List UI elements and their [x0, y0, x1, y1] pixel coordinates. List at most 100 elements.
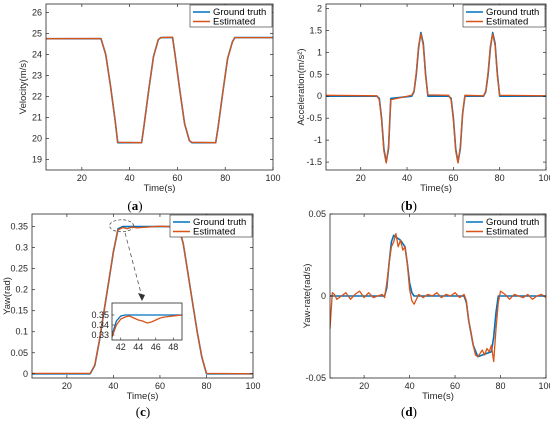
panel-caption: (c): [136, 404, 150, 419]
y-tick-label: 25: [32, 28, 42, 38]
legend-label: Ground truth: [193, 217, 246, 228]
x-tick-label: 100: [538, 381, 550, 391]
inset-area: [112, 303, 182, 340]
chart-panel-b: 20 40 60 80 100 -1.5 -1 -0.5 0 0.5 1 1.5 2 Time(s) Acc…: [296, 3, 550, 213]
y-tick-label: 26: [32, 7, 42, 17]
y-tick-label: 0.15: [10, 306, 28, 316]
caption-close-paren: ): [413, 404, 417, 419]
panel-caption: (a): [127, 198, 142, 213]
y-tick-label: 0.25: [10, 264, 28, 274]
caption-open-paren: (: [401, 198, 405, 213]
legend-box: [189, 4, 273, 28]
series-line-estimated: [326, 33, 546, 164]
y-tick-label: 0.05: [10, 348, 28, 358]
x-axis-label: Time(s): [422, 391, 454, 402]
plot-area: [326, 4, 546, 170]
caption-letter: c: [140, 404, 146, 419]
inset-series-line-ground-truth: [112, 314, 182, 336]
y-axis-label: Velocity(m/s): [18, 60, 29, 114]
x-tick-label: 40: [108, 381, 118, 391]
y-tick-label: 19: [32, 154, 42, 164]
caption-letter: a: [132, 198, 139, 213]
series-line-estimated: [330, 233, 546, 363]
x-tick-label: 20: [359, 381, 369, 391]
series-line-estimated: [32, 225, 253, 375]
caption-letter: d: [405, 404, 413, 419]
legend-label: Estimated: [193, 227, 235, 238]
y-tick-label: 0: [23, 369, 28, 379]
legend-label: Estimated: [213, 17, 255, 28]
inset-x-tick-label: 42: [116, 342, 126, 352]
legend-label: Estimated: [486, 17, 528, 28]
x-tick-label: 100: [245, 381, 260, 391]
x-tick-label: 20: [62, 381, 72, 391]
y-tick-label: 21: [32, 112, 42, 122]
panel-caption: (b): [401, 198, 417, 213]
y-axis-label: Acceleration(m/s²): [296, 48, 307, 125]
x-tick-label: 40: [402, 173, 412, 183]
legend-label: Estimated: [486, 227, 528, 238]
inset-y-tick-label: 0.33: [91, 330, 109, 340]
x-tick-label: 100: [538, 173, 550, 183]
y-tick-label: 24: [32, 49, 42, 59]
x-axis-label: Time(s): [420, 183, 452, 194]
y-tick-label: 0.5: [309, 69, 322, 79]
inset-series-group: [112, 314, 182, 338]
x-tick-label: 60: [155, 381, 165, 391]
caption-open-paren: (: [136, 404, 140, 419]
zoom-arrowhead: [138, 293, 145, 301]
x-tick-label: 80: [201, 381, 211, 391]
inset-series-line-estimated: [112, 314, 182, 338]
axes-box: [45, 3, 274, 171]
caption-close-paren: ): [138, 198, 142, 213]
chart-panel-c: 20 40 60 80 100 0 0.05 0.1 0.15 0.2 0.25 0.3 0.35 Tim…: [2, 213, 261, 419]
y-axis-label: Yaw-rate(rad/s): [302, 264, 313, 329]
y-tick-label: 0: [317, 91, 322, 101]
series-line-estimated: [46, 36, 273, 144]
inset-x-tick-label: 44: [133, 342, 143, 352]
y-tick-label: 22: [32, 91, 42, 101]
plot-area: [46, 4, 273, 170]
x-axis-label: Time(s): [127, 391, 159, 402]
x-axis-label: Time(s): [144, 183, 176, 194]
inset-y-tick-label: 0.35: [91, 310, 109, 320]
y-tick-label: 1.5: [309, 25, 322, 35]
y-tick-label: -1: [314, 135, 322, 145]
x-tick-label: 80: [496, 381, 506, 391]
y-tick-label: 20: [32, 133, 42, 143]
legend-box: [462, 4, 546, 28]
y-tick-label: -1.5: [306, 157, 322, 167]
panel-caption: (d): [401, 404, 417, 419]
inset-y-tick-label: 0.34: [91, 320, 109, 330]
caption-letter: b: [405, 198, 412, 213]
y-tick-label: 0: [321, 291, 326, 301]
x-tick-label: 100: [265, 173, 280, 183]
caption-close-paren: ): [146, 404, 150, 419]
y-tick-label: 0.05: [308, 209, 326, 219]
caption-open-paren: (: [401, 404, 405, 419]
series-group: [326, 31, 546, 164]
x-tick-label: 80: [220, 173, 230, 183]
y-axis-label: Yaw(rad): [2, 277, 13, 315]
x-tick-label: 60: [172, 173, 182, 183]
series-group: [330, 233, 546, 363]
y-tick-label: 0.1: [15, 327, 28, 337]
inset-box: [111, 302, 183, 341]
series-line-ground-truth: [330, 234, 546, 358]
y-tick-label: 0.2: [15, 285, 28, 295]
y-tick-label: -0.05: [305, 373, 326, 383]
axes-box: [31, 213, 254, 379]
y-tick-label: 23: [32, 70, 42, 80]
x-tick-label: 60: [448, 173, 458, 183]
x-tick-label: 60: [450, 381, 460, 391]
caption-open-paren: (: [127, 198, 131, 213]
series-group: [32, 225, 253, 375]
series-group: [46, 36, 273, 144]
y-tick-label: -0.5: [306, 113, 322, 123]
y-tick-label: 1: [317, 47, 322, 57]
axes-box: [325, 3, 547, 171]
chart-panel-d: 20 40 60 80 100 -0.05 0 0.05 Time(s) Yaw-rate(rad…: [302, 209, 550, 419]
